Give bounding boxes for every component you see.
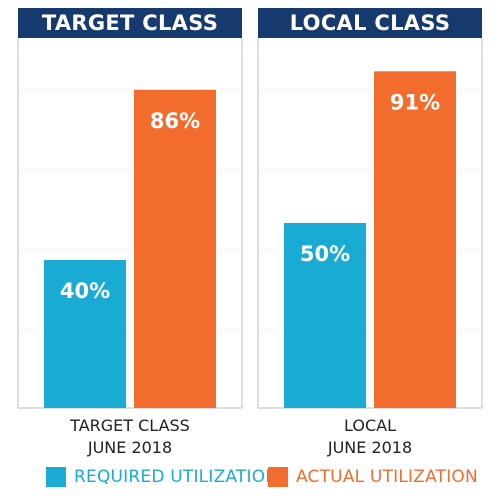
bar-required [284,223,366,408]
legend-item-actual: ACTUAL UTILIZATION [268,464,478,490]
category-label: JUNE 2018 [327,438,412,457]
panel-title-target-class: TARGET CLASS [18,8,242,38]
legend-swatch-actual [268,467,288,487]
bar-actual [134,89,216,409]
bar-actual [374,71,456,409]
data-label-actual: 86% [150,109,200,133]
panel-title-local-class: LOCAL CLASS [258,8,482,38]
data-label-required: 50% [300,242,350,266]
category-label: TARGET CLASS [69,416,190,435]
data-label-required: 40% [60,279,110,303]
legend-label-actual: ACTUAL UTILIZATION [296,467,478,487]
legend-item-required: REQUIRED UTILIZATION [46,464,278,490]
category-label: JUNE 2018 [87,438,172,457]
legend-swatch-required [46,467,66,487]
legend-label-required: REQUIRED UTILIZATION [74,467,279,487]
bar-required [44,260,126,408]
category-label: LOCAL [344,416,396,435]
data-label-actual: 91% [390,90,440,114]
